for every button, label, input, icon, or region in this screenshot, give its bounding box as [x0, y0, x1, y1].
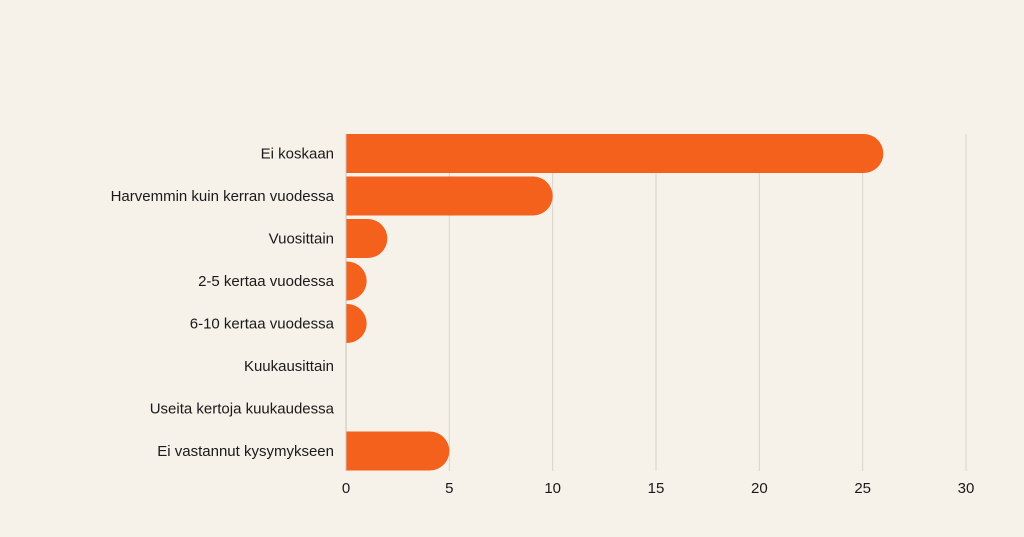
category-label: Ei vastannut kysymykseen	[157, 443, 334, 460]
bar	[346, 304, 367, 343]
bar	[346, 134, 884, 173]
bar	[346, 261, 367, 301]
x-tick-label: 5	[445, 480, 453, 497]
x-tick-label: 20	[751, 480, 768, 497]
category-label: Kuukausittain	[244, 358, 334, 375]
x-tick-label: 30	[958, 480, 975, 497]
x-tick-label: 0	[342, 480, 350, 497]
category-label: Useita kertoja kuukaudessa	[150, 401, 335, 418]
category-label: 6-10 kertaa vuodessa	[190, 316, 335, 333]
x-tick-label: 25	[854, 480, 871, 497]
grid-lines	[448, 134, 967, 471]
x-tick-labels: 0 5 10 15 20 25 30	[342, 480, 975, 497]
x-tick-label: 10	[544, 480, 561, 497]
category-label: Harvemmin kuin kerran vuodessa	[111, 188, 335, 205]
bar	[346, 176, 553, 216]
category-labels: Ei koskaan Harvemmin kuin kerran vuodessa…	[111, 146, 335, 461]
bar	[346, 219, 388, 258]
bars	[346, 134, 884, 471]
category-label: Ei koskaan	[261, 146, 334, 163]
bar	[346, 431, 450, 471]
category-label: Vuosittain	[269, 231, 334, 248]
x-tick-label: 15	[648, 480, 665, 497]
category-label: 2-5 kertaa vuodessa	[198, 273, 335, 290]
